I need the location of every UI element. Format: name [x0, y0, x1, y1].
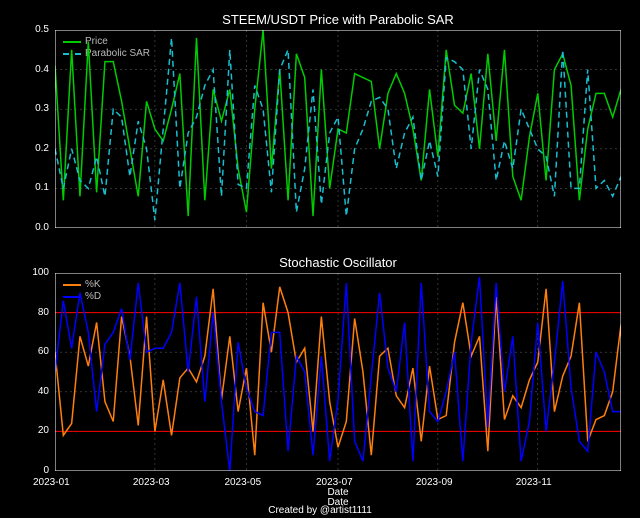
- y-tick-label: 0.2: [35, 143, 49, 154]
- figure: STEEM/USDT Price with Parabolic SAR Pric…: [0, 0, 640, 518]
- y-tick-label: 0: [43, 465, 49, 476]
- y-tick-label: 40: [38, 386, 49, 397]
- y-tick-label: 0.4: [35, 64, 49, 75]
- top-chart-panel: STEEM/USDT Price with Parabolic SAR Pric…: [55, 30, 621, 228]
- x-tick-label: 2023-11: [516, 477, 552, 488]
- bottom-chart-panel: Stochastic Oscillator %K %D Date Date 02…: [55, 273, 621, 471]
- bottom-chart-title: Stochastic Oscillator: [55, 255, 621, 270]
- attribution-text: Created by @artist1111: [0, 505, 640, 516]
- y-tick-label: 60: [38, 346, 49, 357]
- x-tick-label: 2023-09: [416, 477, 453, 488]
- top-chart-title: STEEM/USDT Price with Parabolic SAR: [55, 12, 621, 27]
- y-tick-label: 20: [38, 425, 49, 436]
- y-tick-label: 0.3: [35, 103, 49, 114]
- y-tick-label: 0.5: [35, 24, 49, 35]
- y-tick-label: 100: [32, 267, 49, 278]
- x-tick-label: 2023-05: [224, 477, 261, 488]
- y-tick-label: 80: [38, 307, 49, 318]
- x-tick-label: 2023-07: [316, 477, 353, 488]
- x-tick-label: 2023-03: [133, 477, 170, 488]
- y-tick-label: 0.0: [35, 222, 49, 233]
- x-tick-label: 2023-01: [33, 477, 70, 488]
- y-tick-label: 0.1: [35, 182, 49, 193]
